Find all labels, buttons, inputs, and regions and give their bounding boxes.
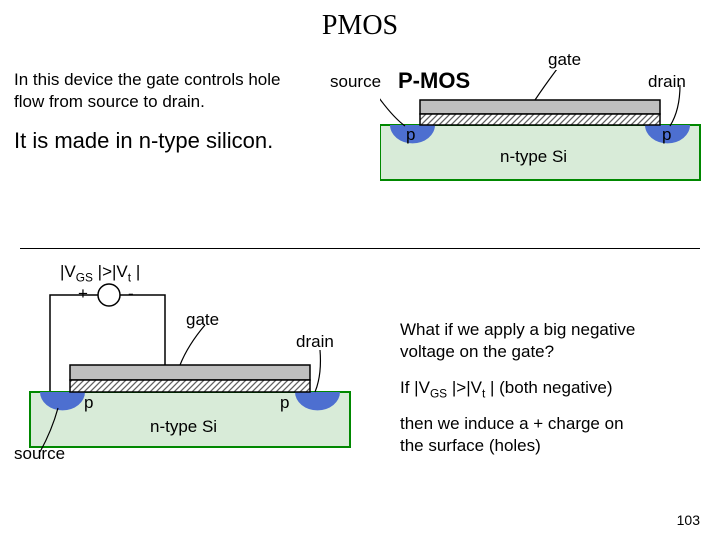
condition-line: If |VGS |>|Vt | (both negative) <box>400 378 613 400</box>
then-line-2: the surface (holes) <box>400 436 541 456</box>
made-in-text: It is made in n-type silicon. <box>14 128 273 154</box>
separator <box>20 248 700 249</box>
svg-text:p: p <box>662 125 671 144</box>
pmos-diagram-bottom: p p n-type Si <box>10 280 370 480</box>
svg-text:p: p <box>406 125 415 144</box>
label-source-top: source <box>330 72 381 92</box>
pmos-diagram-top: p p n-type Si <box>380 70 710 200</box>
question-line-2: voltage on the gate? <box>400 342 554 362</box>
svg-text:n-type Si: n-type Si <box>150 417 217 436</box>
intro-line-2: flow from source to drain. <box>14 92 205 112</box>
svg-text:n-type Si: n-type Si <box>500 147 567 166</box>
svg-text:p: p <box>280 393 289 412</box>
label-gate-top: gate <box>548 50 581 70</box>
then-line-1: then we induce a + charge on <box>400 414 624 434</box>
intro-line-1: In this device the gate controls hole <box>14 70 281 90</box>
svg-text:p: p <box>84 393 93 412</box>
page-number: 103 <box>677 512 700 528</box>
question-line-1: What if we apply a big negative <box>400 320 635 340</box>
page-title: PMOS <box>0 0 720 42</box>
